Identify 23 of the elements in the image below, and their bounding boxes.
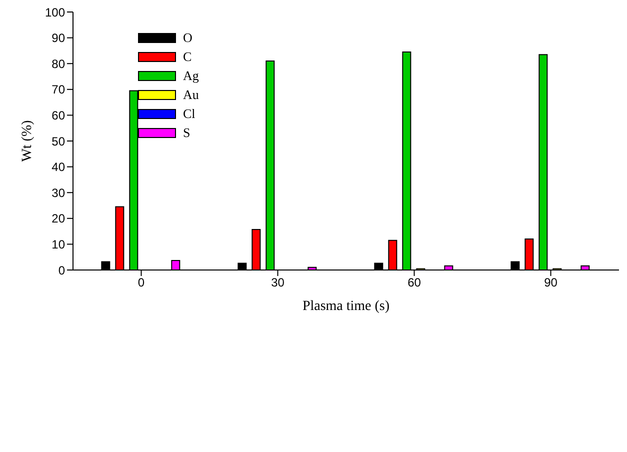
y-axis-title: Wt (%) [20, 120, 35, 162]
y-tick-label: 70 [52, 82, 66, 97]
y-tick-label: 90 [52, 31, 66, 46]
y-tick-label: 100 [44, 5, 66, 20]
x-tick-label: 60 [408, 276, 422, 290]
x-tick-label: 90 [544, 276, 558, 290]
y-tick-label: 10 [52, 237, 66, 252]
legend-label: C [183, 48, 192, 64]
legend-label: Ag [183, 68, 199, 84]
x-tick-label: 0 [138, 276, 145, 290]
legend-label: Au [183, 86, 199, 102]
y-tick-label: 0 [58, 263, 66, 278]
legend-label: O [183, 30, 192, 46]
legend-label: S [183, 124, 190, 140]
y-tick-label: 60 [52, 108, 66, 122]
y-tick-label: 30 [52, 186, 66, 200]
y-tick-label: 80 [52, 56, 66, 71]
y-tick-label: 40 [52, 160, 66, 174]
y-tick-label: 50 [52, 134, 66, 148]
x-tick-label: 30 [271, 276, 285, 290]
y-tick-label: 20 [52, 212, 66, 226]
legend-label: Cl [183, 106, 196, 122]
x-axis-title: Plasma time (s) [302, 299, 390, 314]
